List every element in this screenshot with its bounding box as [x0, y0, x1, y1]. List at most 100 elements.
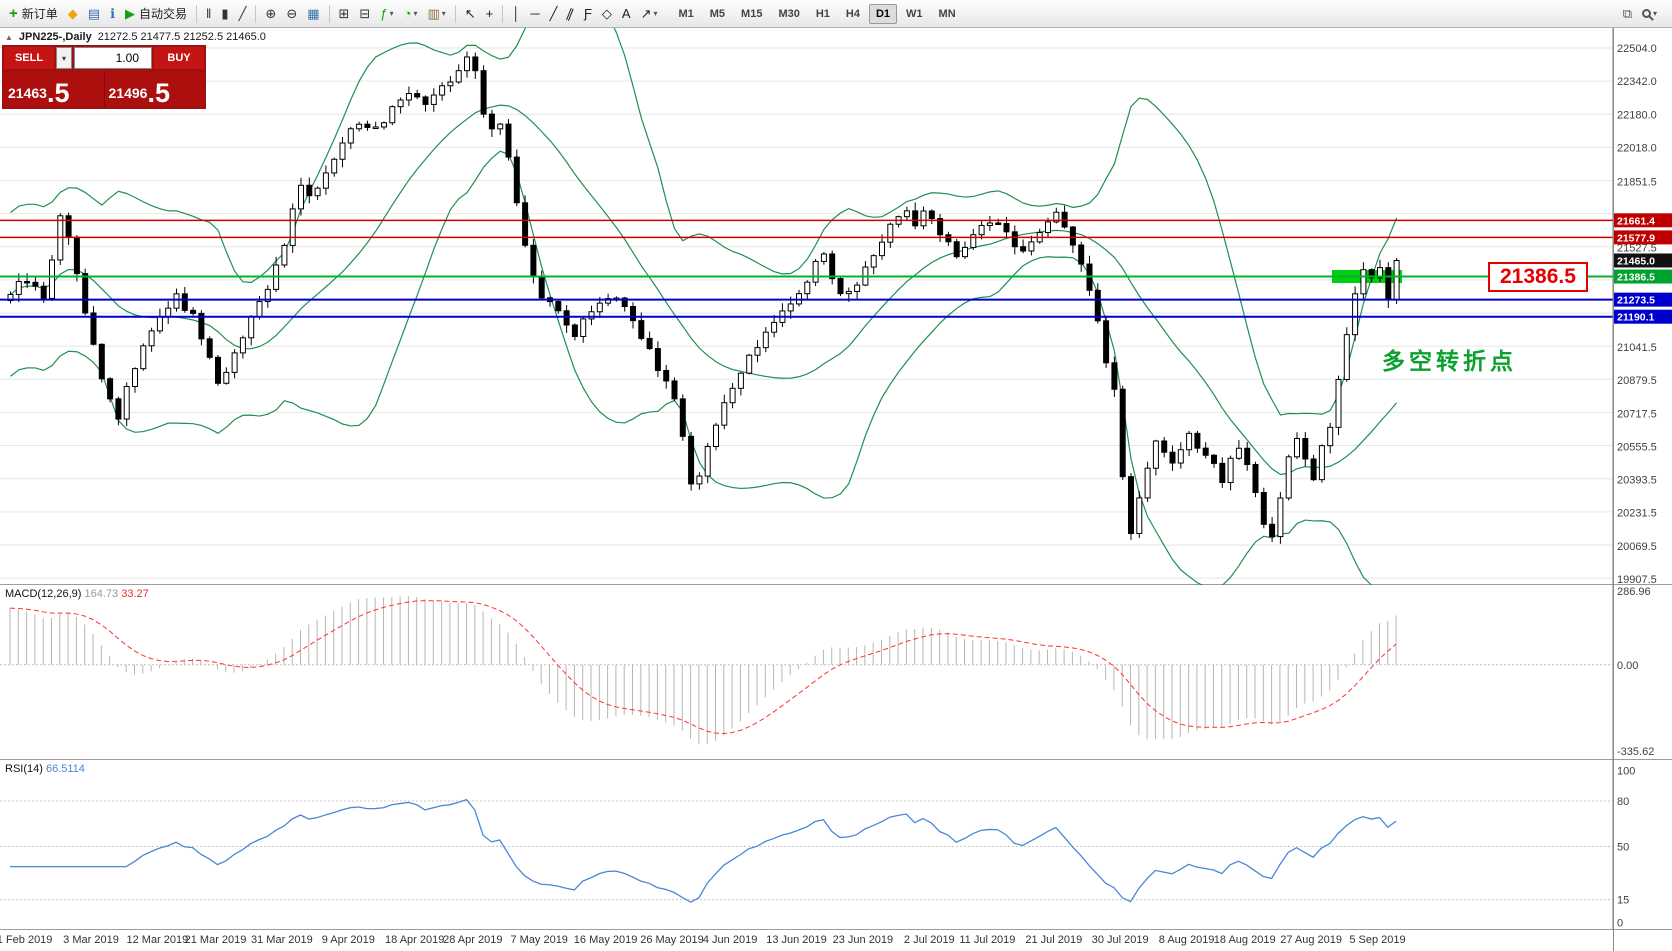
line-chart-icon: ╱ — [238, 6, 247, 21]
date-label: 5 Sep 2019 — [1349, 934, 1406, 946]
cascade-windows-button[interactable]: ⊟ — [354, 3, 375, 25]
macd-histogram — [9, 596, 1397, 745]
horizontal-line-button[interactable]: ─ — [525, 3, 544, 25]
new-order-button[interactable]: + 新订单 — [4, 3, 63, 25]
vertical-line-button[interactable]: │ — [507, 3, 525, 25]
buy-price-main: 21496 — [108, 84, 148, 101]
timeframe-m30-button[interactable]: M30 — [778, 7, 800, 20]
fibonacci-button[interactable]: Ƒ — [579, 3, 597, 25]
dropdown-caret-icon: ▾ — [389, 9, 394, 18]
rsi-canvas[interactable]: 100 80 50 15 0 — [0, 760, 1672, 930]
search-button[interactable]: ▾ — [1637, 3, 1662, 25]
price-axis-label: 20069.5 — [1617, 541, 1657, 553]
rsi-axis-label: 50 — [1617, 842, 1629, 854]
timeframe-h1-button[interactable]: H1 — [815, 7, 830, 20]
date-axis[interactable]: 1 Feb 2019 3 Mar 2019 12 Mar 2019 21 Mar 20… — [0, 930, 1672, 951]
timeframe-h4-button[interactable]: H4 — [845, 7, 860, 20]
zoom-in-button[interactable]: ⊕ — [260, 3, 281, 25]
arrows-button[interactable]: ↗ ▾ — [636, 3, 663, 25]
price-axis-label: 22504.0 — [1617, 43, 1657, 55]
one-click-trading-panel: SELL ▾ BUY 21463 .5 21496 .5 — [2, 45, 206, 109]
timeframe-w1-button[interactable]: W1 — [906, 7, 923, 20]
date-label: 4 Jun 2019 — [702, 934, 758, 946]
sell-price-main: 21463 — [8, 84, 47, 101]
toolbar-right-group: ⧉ ▾ — [1618, 3, 1662, 25]
price-badge — [1614, 230, 1672, 245]
svg-text:21190.1: 21190.1 — [1617, 312, 1655, 324]
horizontal-line-icon: ─ — [530, 6, 540, 21]
timeframe-m1-button[interactable]: M1 — [678, 7, 694, 20]
candles-chart-button[interactable]: ▮ — [216, 3, 233, 25]
toolbar-separator — [196, 4, 198, 23]
toolbar-left-group: + 新订单 ◆ ▤ ℹ ▶ 自动交易 ‖ ▮ ╱ ⊕ ⊖ ▦ ⊞ ⊟ ƒ ▾ ◔ ▾ ▥ ▾ ↖ + │ ─ ╱ ∥ Ƒ ◇ A ↗ ▾ — [4, 3, 662, 25]
date-label: 1 Feb 2019 — [0, 934, 53, 946]
shapes-button[interactable]: ◇ — [597, 3, 617, 25]
rsi-indicator-panel: 100 80 50 15 0 RSI(14) 66.5114 — [0, 760, 1672, 930]
sell-price[interactable]: 21463 .5 — [4, 71, 105, 107]
docs-button[interactable]: ℹ — [105, 3, 120, 25]
price-axis-labels[interactable]: 22504.0 22342.0 22180.0 22018.0 21851.5 21527… — [1614, 43, 1672, 585]
periods-icon: ◔ — [403, 6, 412, 21]
templates-icon: ▥ — [427, 6, 440, 21]
price-axis-label: 22180.0 — [1617, 109, 1657, 121]
timeframe-m5-button[interactable]: M5 — [709, 7, 726, 20]
sell-button[interactable]: SELL — [4, 47, 54, 69]
grid-icon: ▦ — [307, 6, 320, 21]
periods-button[interactable]: ◔ ▾ — [399, 3, 423, 25]
crosshair-button[interactable]: + — [481, 3, 499, 25]
main-toolbar: + 新订单 ◆ ▤ ℹ ▶ 自动交易 ‖ ▮ ╱ ⊕ ⊖ ▦ ⊞ ⊟ ƒ ▾ ◔ ▾ ▥ ▾ ↖ + │ ─ ╱ ∥ Ƒ ◇ A ↗ ▾ M1… — [0, 0, 1672, 28]
candles-chart-icon: ▮ — [221, 6, 229, 21]
zoom-out-icon: ⊖ — [286, 6, 298, 21]
price-chart-panel: 22504.0 22342.0 22180.0 22018.0 21851.5 21527… — [0, 28, 1672, 585]
bars-chart-button[interactable]: ‖ — [201, 3, 216, 25]
price-callout-label[interactable]: 21386.5 — [1488, 262, 1588, 292]
date-label: 12 Mar 2019 — [126, 934, 189, 946]
timeframe-d1-button[interactable]: D1 — [868, 3, 898, 24]
volume-input[interactable] — [74, 47, 152, 69]
mq-quotes-button[interactable]: ◆ — [63, 3, 83, 25]
sell-price-frac: .5 — [46, 77, 70, 108]
date-label: 26 May 2019 — [640, 934, 704, 946]
charts-button[interactable]: ▤ — [83, 3, 105, 25]
autotrading-button[interactable]: ▶ 自动交易 — [120, 3, 192, 25]
timeframe-mn-button[interactable]: MN — [938, 7, 956, 20]
chart-window-icon: ⧉ — [1622, 6, 1632, 21]
cascade-windows-icon: ⊟ — [359, 6, 371, 21]
price-axis-label: 20717.5 — [1617, 408, 1657, 420]
indicators-button[interactable]: ƒ ▾ — [375, 3, 398, 25]
volume-dropdown-button[interactable]: ▾ — [56, 47, 72, 69]
grid-button[interactable]: ▦ — [302, 3, 324, 25]
price-axis-label: 21527.5 — [1617, 243, 1657, 255]
timeframe-m15-button[interactable]: M15 — [741, 7, 763, 20]
macd-signal-line — [9, 600, 1397, 735]
toolbar-separator — [502, 4, 504, 23]
date-label: 23 Jun 2019 — [832, 934, 894, 946]
buy-price[interactable]: 21496 .5 — [104, 71, 204, 107]
date-label: 28 Apr 2019 — [443, 934, 503, 946]
horizontal-level-lines[interactable] — [0, 219, 1613, 318]
macd-canvas[interactable]: 286.96 0.00 -335.62 — [0, 585, 1672, 760]
tile-windows-button[interactable]: ⊞ — [334, 3, 355, 25]
zoom-out-button[interactable]: ⊖ — [281, 3, 302, 25]
chart-text-annotation[interactable]: 多空转折点 — [1382, 348, 1517, 374]
chart-window-button[interactable]: ⧉ — [1618, 3, 1637, 25]
price-badge — [1614, 269, 1672, 284]
line-chart-button[interactable]: ╱ — [234, 3, 252, 25]
price-axis-label: 21851.5 — [1617, 176, 1657, 188]
date-label: 8 Aug 2019 — [1158, 934, 1215, 946]
text-button[interactable]: A — [617, 3, 636, 25]
templates-button[interactable]: ▥ ▾ — [422, 3, 450, 25]
svg-text:21273.5: 21273.5 — [1617, 295, 1655, 307]
price-badge — [1614, 253, 1672, 268]
macd-main-value: 164.73 — [84, 588, 119, 600]
cursor-button[interactable]: ↖ — [460, 3, 481, 25]
date-label: 3 Mar 2019 — [63, 934, 119, 946]
main-chart-canvas[interactable]: 22504.0 22342.0 22180.0 22018.0 21851.5 21527… — [0, 28, 1672, 585]
buy-button[interactable]: BUY — [154, 47, 204, 69]
trendline-button[interactable]: ╱ — [545, 3, 563, 25]
grid-lines — [0, 47, 1613, 579]
autotrading-icon: ▶ — [125, 6, 136, 21]
channel-button[interactable]: ∥ — [562, 3, 579, 25]
tile-windows-icon: ⊞ — [338, 6, 350, 21]
price-axis-separator — [1613, 28, 1614, 951]
